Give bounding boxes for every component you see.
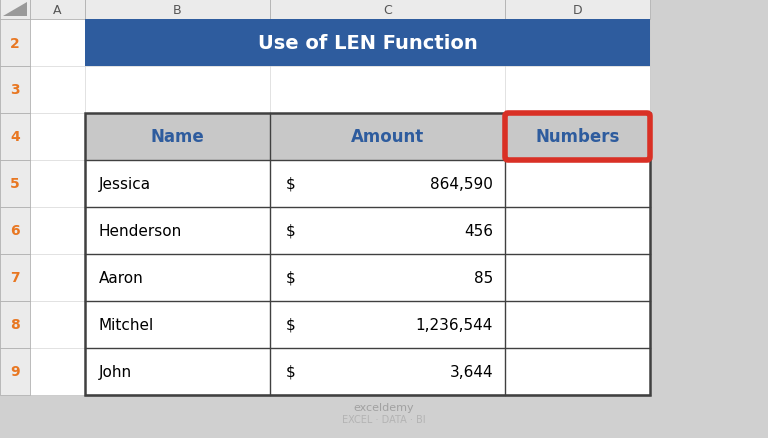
- Bar: [85, 20, 650, 67]
- Text: Jessica: Jessica: [99, 177, 151, 191]
- Bar: [0, 0, 30, 20]
- Text: C: C: [383, 4, 392, 17]
- Bar: [0, 301, 30, 348]
- Text: 3,644: 3,644: [449, 364, 493, 379]
- Text: 456: 456: [464, 223, 493, 238]
- Text: 1,236,544: 1,236,544: [415, 317, 493, 332]
- Text: Aaron: Aaron: [99, 270, 144, 285]
- Text: B: B: [174, 4, 182, 17]
- Bar: [505, 0, 650, 20]
- Text: 6: 6: [10, 224, 20, 238]
- Text: Numbers: Numbers: [535, 128, 620, 146]
- Text: 7: 7: [10, 271, 20, 285]
- Text: Henderson: Henderson: [99, 223, 182, 238]
- Bar: [0, 348, 30, 395]
- Bar: [505, 114, 650, 161]
- Text: $: $: [286, 317, 296, 332]
- Bar: [0, 20, 30, 67]
- Text: $: $: [286, 223, 296, 238]
- Bar: [270, 114, 505, 161]
- Bar: [85, 114, 270, 161]
- Text: John: John: [99, 364, 132, 379]
- Bar: [0, 254, 30, 301]
- Bar: [30, 0, 85, 20]
- Bar: [0, 208, 30, 254]
- Text: 864,590: 864,590: [430, 177, 493, 191]
- Text: D: D: [573, 4, 582, 17]
- Text: Use of LEN Function: Use of LEN Function: [257, 34, 478, 53]
- Polygon shape: [3, 3, 27, 17]
- Text: 3: 3: [10, 83, 20, 97]
- Text: 9: 9: [10, 365, 20, 378]
- Text: Amount: Amount: [351, 128, 424, 146]
- Text: Mitchel: Mitchel: [99, 317, 154, 332]
- Text: $: $: [286, 177, 296, 191]
- Bar: [0, 161, 30, 208]
- Bar: [0, 67, 30, 114]
- Text: 2: 2: [10, 36, 20, 50]
- Text: $: $: [286, 364, 296, 379]
- Bar: [30, 20, 650, 395]
- Text: 85: 85: [474, 270, 493, 285]
- Text: 4: 4: [10, 130, 20, 144]
- Text: 8: 8: [10, 318, 20, 332]
- Text: exceldemy: exceldemy: [354, 402, 414, 412]
- Text: A: A: [53, 4, 61, 17]
- Bar: [85, 114, 650, 395]
- Bar: [0, 114, 30, 161]
- Text: EXCEL · DATA · BI: EXCEL · DATA · BI: [343, 414, 425, 424]
- Text: 5: 5: [10, 177, 20, 191]
- Text: $: $: [286, 270, 296, 285]
- Bar: [85, 0, 270, 20]
- Bar: [270, 0, 505, 20]
- Text: Name: Name: [151, 128, 204, 146]
